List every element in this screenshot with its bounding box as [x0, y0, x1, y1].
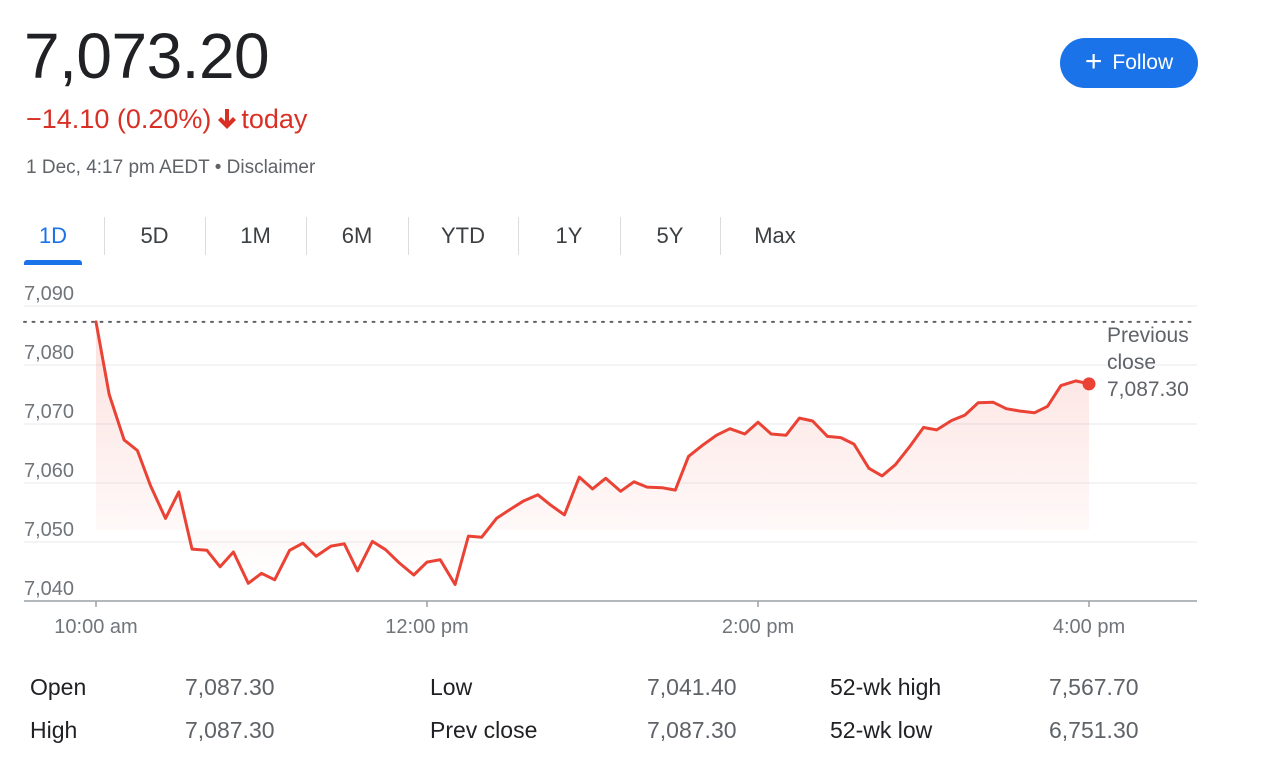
tab-5d[interactable]: 5D	[104, 212, 205, 260]
active-tab-indicator	[24, 260, 82, 265]
stat-value: 7,567.70	[1049, 674, 1139, 700]
tab-divider	[408, 217, 409, 255]
tab-label: 5D	[140, 223, 169, 248]
series-line	[94, 320, 1091, 586]
y-tick-label: 7,090	[24, 283, 74, 305]
quote-meta: 1 Dec, 4:17 pm AEDT • Disclaimer	[26, 156, 315, 180]
series-area-fill	[96, 321, 1089, 585]
current-price: 7,073.20	[24, 20, 270, 92]
tab-label: Max	[754, 223, 796, 248]
tab-label: YTD	[441, 223, 485, 248]
plus-icon: +	[1084, 44, 1103, 78]
y-tick-label: 7,080	[24, 342, 74, 364]
x-tick-label: 12:00 pm	[385, 616, 468, 638]
tab-divider	[518, 217, 519, 255]
tab-5y[interactable]: 5Y	[620, 212, 720, 260]
change-suffix: today	[241, 104, 308, 134]
tab-1y[interactable]: 1Y	[518, 212, 620, 260]
tab-label: 5Y	[656, 223, 684, 248]
y-tick-label: 7,060	[24, 460, 74, 482]
last-point-marker	[1082, 377, 1096, 391]
x-tick-label: 2:00 pm	[722, 616, 794, 638]
y-tick-label: 7,040	[24, 578, 74, 600]
stat-value: 6,751.30	[1049, 717, 1139, 743]
disclaimer-link[interactable]: Disclaimer	[226, 157, 316, 178]
tab-divider	[306, 217, 307, 255]
stat-label: Prev close	[430, 717, 538, 743]
y-tick-label: 7,050	[24, 519, 74, 541]
meta-separator: •	[214, 157, 222, 178]
tab-1d[interactable]: 1D	[24, 212, 82, 265]
stat-value: 7,041.40	[647, 674, 737, 700]
quote-timestamp: 1 Dec, 4:17 pm AEDT	[26, 157, 210, 178]
stat-label: High	[30, 717, 78, 743]
stat-label: 52-wk low	[830, 717, 933, 743]
tab-label: 6M	[341, 223, 373, 248]
price-change: −14.10 (0.20%) today	[26, 102, 307, 138]
tab-divider	[104, 217, 105, 255]
tab-label: 1M	[240, 223, 271, 248]
arrow-down-icon	[217, 104, 237, 138]
tab-divider	[620, 217, 621, 255]
tab-label: 1D	[38, 223, 68, 248]
tab-divider	[720, 217, 721, 255]
stat-value: 7,087.30	[185, 674, 275, 700]
tab-6m[interactable]: 6M	[306, 212, 408, 260]
y-tick-label: 7,070	[24, 401, 74, 423]
previous-close-label: close	[1107, 351, 1156, 374]
stat-label: Low	[430, 674, 473, 700]
price-chart[interactable]: 7,040 7,050 7,060 7,070 7,080 7,090 10:00 am 12…	[0, 280, 1266, 660]
tab-ytd[interactable]: YTD	[408, 212, 518, 260]
tab-max[interactable]: Max	[720, 212, 830, 260]
tab-label: 1Y	[555, 223, 583, 248]
follow-label: Follow	[1112, 51, 1174, 74]
tab-divider	[205, 217, 206, 255]
x-tick-label: 10:00 am	[54, 616, 137, 638]
stat-label: Open	[30, 674, 87, 700]
stat-value: 7,087.30	[185, 717, 275, 743]
x-tick-label: 4:00 pm	[1053, 616, 1125, 638]
range-tabs: 1D 5D 1M 6M YTD 1Y 5Y Max	[24, 212, 844, 265]
follow-button[interactable]: + Follow	[1060, 38, 1198, 88]
previous-close-label: Previous	[1107, 324, 1189, 347]
previous-close-value: 7,087.30	[1107, 378, 1189, 401]
change-value: −14.10 (0.20%)	[26, 104, 212, 134]
stat-value: 7,087.30	[647, 717, 737, 743]
tab-1m[interactable]: 1M	[205, 212, 306, 260]
stat-label: 52-wk high	[830, 674, 942, 700]
